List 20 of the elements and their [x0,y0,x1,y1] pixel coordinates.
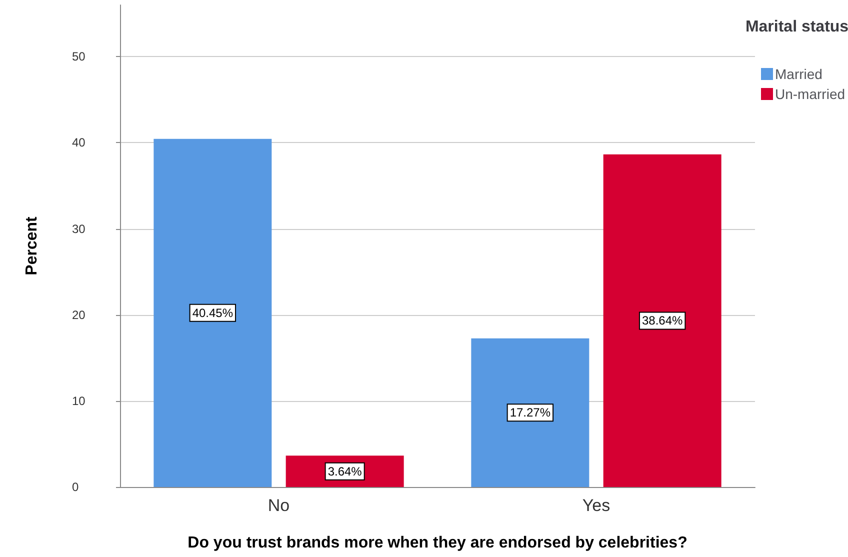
y-tick-label: 50 [72,50,86,64]
data-label: 38.64% [642,314,684,328]
y-tick-label: 20 [72,308,86,322]
y-tick-label: 30 [72,222,86,236]
legend-label: Married [775,66,822,82]
y-tick-label: 10 [72,394,86,408]
data-label: 3.64% [328,464,362,478]
legend-title: Marital status [745,18,848,36]
bar [603,154,722,487]
y-tick-label: 40 [72,136,86,150]
x-axis-title: Do you trust brands more when they are endorsed by celebrities? [188,534,688,552]
bar [154,138,272,487]
x-tick-label: No [268,496,290,515]
data-label: 17.27% [510,406,551,420]
legend-label: Un-married [775,86,846,102]
data-label: 40.45% [192,306,234,320]
bar [471,338,590,487]
x-tick-label: Yes [582,496,610,515]
y-axis-title: Percent [24,216,40,276]
y-tick-label: 0 [72,480,79,494]
